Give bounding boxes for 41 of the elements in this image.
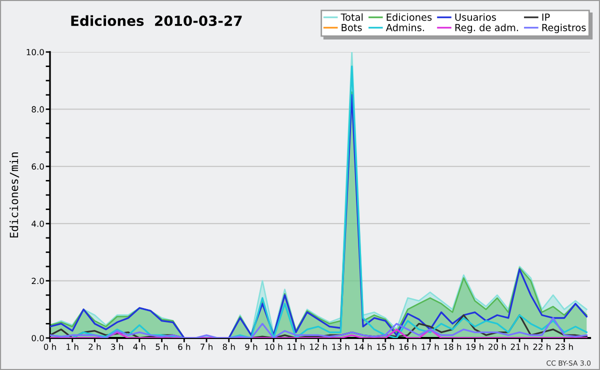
x-tick-label: 3 h (111, 344, 123, 350)
x-tick-label: 13 h (332, 344, 350, 350)
x-tick-label: 20 h (488, 344, 506, 350)
y-tick-label: 6.0 (32, 163, 44, 170)
legend-label: Registros (542, 24, 586, 34)
y-tick-label: 8.0 (32, 106, 44, 112)
x-tick-label: 11 h (288, 344, 305, 350)
x-tick-label: 22 h (533, 344, 550, 350)
line-series (50, 328, 588, 338)
x-tick-label: 0 h (44, 344, 56, 350)
x-tick-label: 4 h (133, 344, 146, 350)
x-tick-label: 17 h (422, 344, 439, 350)
x-tick-label: 9 h (245, 344, 258, 350)
y-tick-label: 4.0 (32, 220, 44, 227)
x-tick-label: 12 h (310, 344, 327, 350)
x-tick-label: 8 h (222, 344, 235, 350)
x-tick-label: 19 h (466, 344, 484, 350)
x-tick-label: 15 h (377, 344, 394, 350)
legend-label: IP (542, 14, 550, 21)
x-tick-label: 5 h (156, 344, 168, 350)
x-tick-label: 18 h (444, 344, 462, 350)
chart-title: Ediciones 2010-03-27 (71, 15, 242, 26)
legend-label: Total (340, 13, 363, 21)
legend-label: Usuarios (455, 13, 496, 21)
y-tick-label: 10.0 (26, 48, 44, 56)
y-axis-title: Ediciones/min (10, 152, 20, 238)
legend-label: Ediciones (386, 13, 432, 21)
x-tick-label: 6 h (178, 344, 190, 350)
x-tick-label: 10 h (265, 344, 282, 350)
y-tick-label: 0.0 (32, 334, 44, 342)
y-tick-label: 2.0 (32, 278, 44, 284)
legend-label: Admins. (386, 24, 424, 32)
x-tick-label: 1 h (66, 344, 78, 350)
x-tick-label: 23 h (556, 344, 573, 350)
x-tick-label: 2 h (88, 344, 101, 350)
x-tick-label: 16 h (399, 344, 416, 350)
x-tick-label: 7 h (200, 344, 212, 350)
x-tick-label: 21 h (510, 344, 528, 350)
legend-label: Bots (342, 24, 362, 32)
x-tick-label: 14 h (354, 344, 372, 350)
legend-label: Reg. de adm. (455, 24, 518, 34)
